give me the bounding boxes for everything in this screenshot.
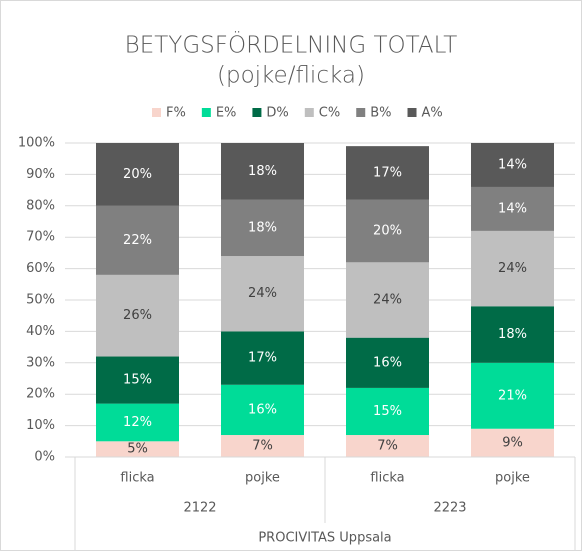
data-label: 17% xyxy=(248,351,277,366)
y-tick-label: 0% xyxy=(34,450,55,465)
bar-segment xyxy=(221,384,304,436)
x-tick-label: flicka xyxy=(370,471,404,486)
y-tick-label: 30% xyxy=(26,355,55,370)
data-label: 7% xyxy=(377,439,398,454)
legend-swatch xyxy=(201,108,211,117)
legend-swatch xyxy=(356,108,366,117)
bar-segment xyxy=(221,331,304,385)
bar-segment xyxy=(221,256,304,332)
data-label: 14% xyxy=(498,201,527,216)
data-label: 24% xyxy=(498,261,527,276)
bar-segment xyxy=(346,337,429,388)
data-label: 14% xyxy=(498,157,527,172)
bar-segment xyxy=(96,143,179,206)
legend-label: F% xyxy=(166,106,186,121)
bar-segment xyxy=(346,387,429,436)
bar-segment xyxy=(221,435,304,457)
data-label: 20% xyxy=(123,167,152,182)
y-tick-label: 50% xyxy=(26,293,55,308)
y-tick-label: 20% xyxy=(26,387,55,402)
group-label: 2122 xyxy=(183,501,216,516)
legend-label: C% xyxy=(319,106,340,121)
data-label: 5% xyxy=(127,442,148,457)
data-label: 18% xyxy=(248,164,277,179)
bar-segment xyxy=(471,186,554,231)
bar-segment xyxy=(346,199,429,263)
data-label: 22% xyxy=(123,233,152,248)
legend-label: E% xyxy=(216,106,237,121)
bar-segment xyxy=(471,306,554,363)
chart-subtitle: (pojke/flicka) xyxy=(217,63,365,89)
y-tick-label: 70% xyxy=(26,230,55,245)
bar-segment xyxy=(96,274,179,357)
legend-swatch xyxy=(304,108,314,117)
bar-segment xyxy=(96,441,179,457)
legend-label: B% xyxy=(370,106,391,121)
legend-label: A% xyxy=(422,106,443,121)
y-tick-label: 60% xyxy=(26,261,55,276)
data-label: 18% xyxy=(248,220,277,235)
data-label: 20% xyxy=(373,223,402,238)
data-label: 21% xyxy=(498,388,527,403)
y-tick-label: 90% xyxy=(26,167,55,182)
bar-segment xyxy=(221,143,304,200)
x-tick-label: pojke xyxy=(245,471,280,486)
legend-swatch xyxy=(407,108,417,117)
x-tick-label: flicka xyxy=(120,471,154,486)
legend-swatch xyxy=(152,108,161,117)
data-label: 24% xyxy=(248,286,277,301)
y-tick-label: 40% xyxy=(26,324,55,339)
data-label: 24% xyxy=(373,293,402,308)
bar-segment xyxy=(471,143,554,187)
data-label: 15% xyxy=(123,373,152,388)
chart-title: BETYGSFÖRDELNING TOTALT xyxy=(125,31,458,59)
legend-label: D% xyxy=(266,106,288,121)
y-tick-label: 80% xyxy=(26,198,55,213)
data-label: 12% xyxy=(123,415,152,430)
bar-segment xyxy=(346,435,429,457)
data-label: 16% xyxy=(373,355,402,370)
x-tick-label: pojke xyxy=(495,471,530,486)
bar-segment xyxy=(96,356,179,404)
data-label: 9% xyxy=(502,435,523,450)
group-label: 2223 xyxy=(433,501,466,516)
group-label: PROCIVITAS Uppsala xyxy=(258,531,391,546)
data-label: 16% xyxy=(248,402,277,417)
bar-segment xyxy=(471,230,554,307)
bar-segment xyxy=(346,262,429,338)
bar-segment xyxy=(346,146,429,200)
data-label: 17% xyxy=(373,165,402,180)
bar-segment xyxy=(96,205,179,275)
bar-segment xyxy=(471,428,554,457)
data-label: 7% xyxy=(252,439,273,454)
data-label: 18% xyxy=(498,327,527,342)
bar-segment xyxy=(221,199,304,257)
bar-segment xyxy=(471,362,554,429)
data-label: 26% xyxy=(123,308,152,323)
y-tick-label: 10% xyxy=(26,418,55,433)
y-tick-label: 100% xyxy=(18,136,55,151)
data-label: 15% xyxy=(373,404,402,419)
legend-swatch xyxy=(252,108,262,117)
bar-segment xyxy=(96,403,179,442)
